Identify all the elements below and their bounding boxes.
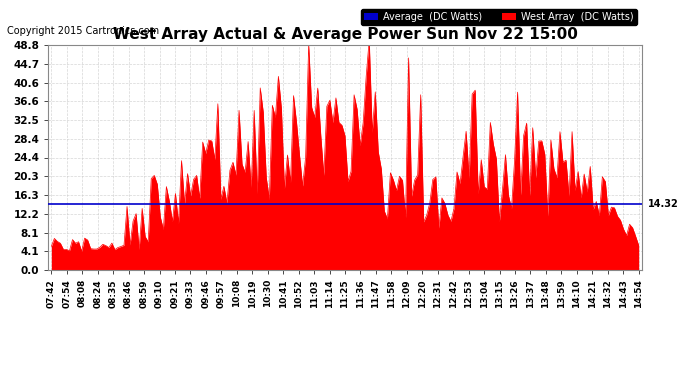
- Title: West Array Actual & Average Power Sun Nov 22 15:00: West Array Actual & Average Power Sun No…: [112, 27, 578, 42]
- Text: Copyright 2015 Cartronics.com: Copyright 2015 Cartronics.com: [7, 26, 159, 36]
- Text: 14.32: 14.32: [648, 199, 678, 209]
- Legend: Average  (DC Watts), West Array  (DC Watts): Average (DC Watts), West Array (DC Watts…: [361, 9, 637, 25]
